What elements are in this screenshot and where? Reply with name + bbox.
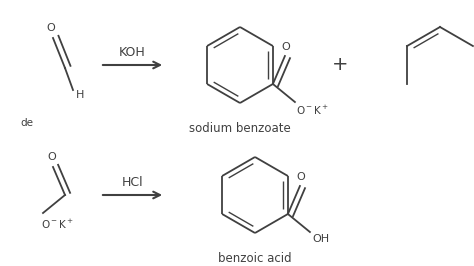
Text: de: de xyxy=(20,118,33,128)
Text: benzoic acid: benzoic acid xyxy=(218,252,292,265)
Text: O$^-$K$^+$: O$^-$K$^+$ xyxy=(41,218,74,231)
Text: O: O xyxy=(46,23,55,33)
Text: O: O xyxy=(282,42,290,52)
Text: H: H xyxy=(76,90,84,100)
Text: +: + xyxy=(332,56,348,74)
Text: O: O xyxy=(297,172,305,182)
Text: sodium benzoate: sodium benzoate xyxy=(189,122,291,135)
Text: KOH: KOH xyxy=(119,46,146,59)
Text: HCl: HCl xyxy=(122,176,143,189)
Text: O$^-$K$^+$: O$^-$K$^+$ xyxy=(296,104,329,117)
Text: O: O xyxy=(47,152,56,162)
Text: OH: OH xyxy=(312,234,329,244)
